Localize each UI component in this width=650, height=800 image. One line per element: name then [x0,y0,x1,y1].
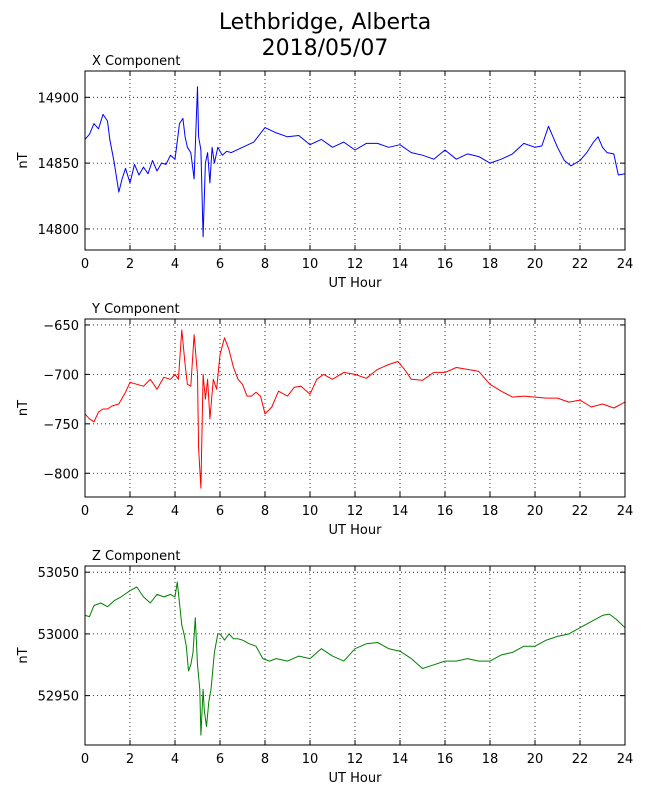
x-tick-label: 22 [572,752,589,767]
x-tick-label: 0 [81,504,89,519]
x-tick-label: 0 [81,257,89,272]
x-tick-label: 2 [126,752,134,767]
series-line [84,329,626,489]
x-tick-label: 6 [216,752,224,767]
x-tick-label: 12 [347,257,364,272]
x-tick-label: 16 [437,257,454,272]
x-tick-label: 4 [171,752,179,767]
panel-title: Y Component [91,302,180,317]
x-tick-label: 14 [392,752,409,767]
x-tick-label: 8 [261,752,269,767]
x-tick-label: 24 [617,504,634,519]
y-axis-label: nT [16,152,31,168]
figure-title: Lethbridge, Alberta 2018/05/07 [0,10,650,62]
y-tick-label: 53000 [38,628,79,643]
x-tick-label: 4 [171,257,179,272]
y-tick-label: 14800 [38,223,79,238]
title-line-date: 2018/05/07 [261,36,389,61]
x-tick-label: 18 [482,752,499,767]
y-tick-label: 14900 [38,91,79,106]
series-line [84,581,626,736]
panel-title: X Component [92,54,181,69]
x-tick-label: 20 [527,504,544,519]
x-tick-label: 8 [261,257,269,272]
x-tick-label: 16 [437,752,454,767]
x-tick-label: 10 [302,504,319,519]
x-tick-label: 4 [171,504,179,519]
x-tick-label: 20 [527,257,544,272]
y-tick-label: −650 [43,319,79,334]
x-tick-label: 10 [302,752,319,767]
y-tick-label: 52950 [38,690,79,705]
x-tick-label: 12 [347,504,364,519]
x-tick-label: 14 [392,504,409,519]
x-tick-label: 2 [126,257,134,272]
y-tick-label: −800 [43,467,79,482]
x-axis-label: UT Hour [329,523,383,538]
x-tick-label: 20 [527,752,544,767]
x-tick-label: 2 [126,504,134,519]
x-tick-label: 24 [617,752,634,767]
y-tick-label: 53050 [38,566,79,581]
x-tick-label: 14 [392,257,409,272]
y-tick-label: 14850 [38,157,79,172]
x-tick-label: 12 [347,752,364,767]
x-tick-label: 0 [81,752,89,767]
x-tick-label: 10 [302,257,319,272]
y-axis-label: nT [16,647,31,663]
series-line [84,86,626,238]
x-tick-label: 16 [437,504,454,519]
x-axis-label: UT Hour [329,276,383,291]
y-tick-label: −700 [43,368,79,383]
x-tick-label: 6 [216,257,224,272]
x-tick-label: 6 [216,504,224,519]
x-tick-label: 22 [572,257,589,272]
x-tick-label: 22 [572,504,589,519]
panel-title: Z Component [92,549,181,564]
y-tick-label: −750 [43,418,79,433]
x-tick-label: 24 [617,257,634,272]
x-tick-label: 8 [261,504,269,519]
x-tick-label: 18 [482,504,499,519]
x-tick-label: 18 [482,257,499,272]
x-axis-label: UT Hour [329,771,383,786]
y-axis-label: nT [16,400,31,416]
title-line-location: Lethbridge, Alberta [218,10,432,35]
